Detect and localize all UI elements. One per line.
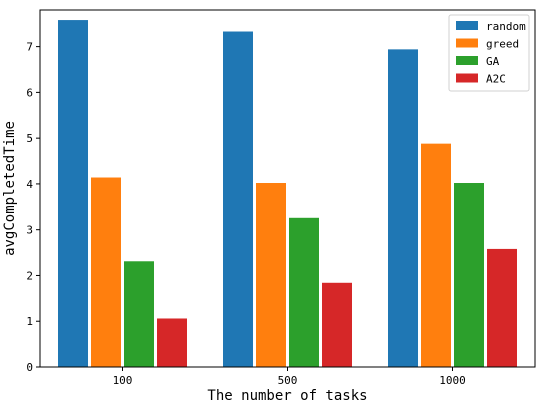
y-axis-title: avgCompletedTime (2, 121, 18, 256)
bar-random-100 (58, 20, 88, 367)
bar-a2c-100 (157, 318, 187, 367)
legend-swatch-ga (456, 56, 478, 65)
y-tick-label: 5 (26, 132, 33, 145)
legend-box (448, 14, 530, 92)
bar-random-1000 (388, 49, 418, 367)
legend-swatch-a2c (456, 73, 478, 83)
bar-a2c-500 (322, 282, 352, 367)
bar-greed-500 (256, 183, 286, 367)
legend-label-ga: GA (486, 55, 500, 68)
y-tick-label: 6 (26, 86, 33, 99)
legend-swatch-random (456, 21, 478, 30)
legend-label-a2c: A2C (486, 73, 506, 86)
bar-ga-100 (124, 261, 154, 367)
bar-a2c-1000 (487, 248, 517, 367)
x-axis: 100 500 1000 (113, 367, 466, 387)
y-tick-label: 2 (26, 269, 33, 282)
bar-greed-100 (91, 177, 121, 367)
legend-label-random: random (486, 20, 526, 33)
y-tick-label: 7 (26, 41, 33, 54)
x-axis-title: The number of tasks (207, 388, 367, 404)
y-tick-label: 3 (26, 224, 33, 237)
bar-random-500 (223, 31, 253, 368)
legend: random greed GA A2C (448, 14, 530, 92)
legend-swatch-greed (456, 38, 478, 48)
plot-frame (39, 9, 536, 368)
x-tick-label: 500 (278, 374, 298, 387)
bar-greed-1000 (421, 143, 451, 367)
bar-ga-500 (289, 217, 319, 367)
y-tick-label: 1 (26, 315, 33, 328)
y-tick-label: 4 (26, 178, 33, 191)
bars-layer (58, 20, 517, 368)
bar-ga-1000 (454, 183, 484, 367)
y-axis: 0 1 2 3 4 5 6 7 (26, 41, 40, 374)
legend-label-greed: greed (486, 38, 519, 51)
y-tick-label: 0 (26, 361, 33, 374)
x-tick-label: 100 (113, 374, 133, 387)
x-tick-label: 1000 (439, 374, 466, 387)
